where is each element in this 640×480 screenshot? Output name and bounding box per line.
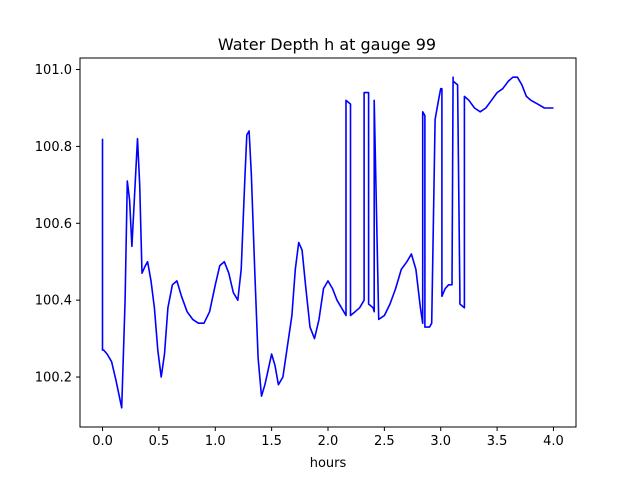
y-tick-label: 100.6 <box>35 217 72 232</box>
y-tick-label: 101.0 <box>35 63 72 78</box>
y-axis-ticks: 100.2 100.4 100.6 100.8 101.0 <box>35 63 80 386</box>
x-tick-label: 0.5 <box>149 434 170 449</box>
x-tick-label: 2.0 <box>318 434 339 449</box>
x-axis-ticks: 0.0 0.5 1.0 1.5 2.0 2.5 3.0 3.5 4.0 <box>92 427 564 449</box>
chart-title: Water Depth h at gauge 99 <box>218 35 436 54</box>
x-tick-label: 3.5 <box>487 434 508 449</box>
x-tick-label: 2.5 <box>374 434 395 449</box>
series-line <box>101 76 554 409</box>
y-tick-label: 100.8 <box>35 140 72 155</box>
y-tick-label: 100.2 <box>35 371 72 386</box>
x-tick-label: 0.0 <box>92 434 113 449</box>
plot-area <box>101 76 554 409</box>
x-tick-label: 4.0 <box>543 434 564 449</box>
x-tick-label: 1.0 <box>205 434 226 449</box>
x-tick-label: 3.0 <box>430 434 451 449</box>
x-axis-label: hours <box>310 456 347 471</box>
y-tick-label: 100.4 <box>35 294 72 309</box>
x-tick-label: 1.5 <box>261 434 282 449</box>
axes-frame <box>79 57 577 428</box>
